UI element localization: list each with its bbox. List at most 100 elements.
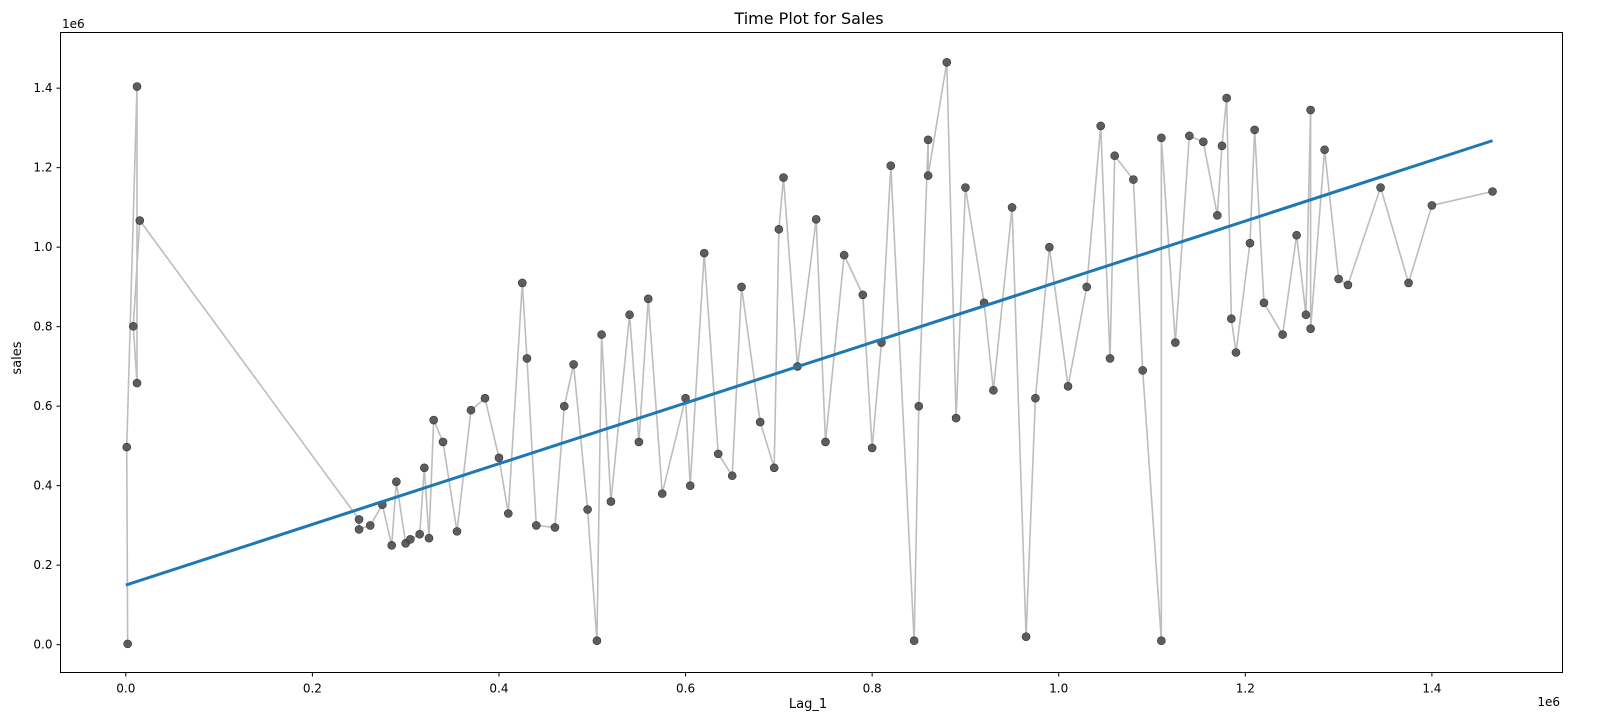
connecting-line-segment (1109, 155, 1116, 359)
connecting-line-segment (596, 334, 603, 641)
data-point (354, 515, 364, 524)
data-point (1199, 137, 1208, 147)
data-point (923, 171, 933, 180)
connecting-line-segment (554, 406, 566, 528)
data-point (597, 330, 606, 339)
connecting-line-segment (521, 282, 528, 359)
connecting-line-segment (1263, 302, 1284, 336)
connecting-line-segment (740, 286, 761, 423)
connecting-line-segment (586, 509, 598, 641)
data-point (737, 282, 746, 292)
connecting-line-segment (1225, 98, 1233, 319)
connecting-line-segment (955, 187, 967, 419)
connecting-lines (125, 62, 1493, 644)
y-tick-label: 1.2 (33, 161, 52, 175)
connecting-line-segment (1011, 207, 1027, 637)
data-point (1227, 314, 1236, 324)
data-point (406, 535, 415, 544)
connecting-line-segment (964, 187, 985, 303)
connecting-line-segment (1067, 286, 1088, 387)
data-point (951, 413, 961, 423)
y-tick-label: 0.0 (33, 638, 52, 652)
connecting-line-segment (796, 219, 817, 367)
plot-frame (60, 32, 1563, 673)
data-point (424, 533, 434, 543)
data-point (1063, 381, 1073, 391)
data-point (1185, 131, 1194, 141)
connecting-line-segment (132, 220, 141, 327)
connecting-line-segment (125, 86, 138, 448)
data-point (122, 442, 132, 452)
connecting-line-segment (1141, 370, 1163, 641)
data-point (606, 497, 616, 506)
regression-line (125, 139, 1493, 587)
data-point (1245, 238, 1255, 248)
connecting-line-segment (773, 229, 780, 468)
data-point (1222, 93, 1231, 103)
data-point (1217, 141, 1227, 151)
connecting-line-segment (782, 177, 799, 367)
y-tick-label: 1.0 (33, 240, 52, 254)
data-point (634, 437, 644, 447)
data-point (135, 216, 145, 225)
connecting-line-segment (1309, 149, 1326, 329)
data-point (942, 58, 952, 67)
y-tick-label: 0.4 (33, 479, 52, 493)
data-point (1404, 278, 1413, 288)
connecting-line-segment (456, 410, 472, 532)
data-point (550, 523, 560, 532)
x-tick-label: 1.4 (1422, 682, 1441, 696)
data-point (128, 321, 138, 331)
data-point (1306, 105, 1315, 115)
connecting-line-segment (381, 504, 393, 546)
connecting-line-segment (1034, 247, 1051, 399)
y-axis-ticks: 0.0 0.2 0.4 0.6 0.8 1.0 1.2 1.4 (33, 81, 61, 652)
connecting-line-segment (1249, 129, 1256, 244)
data-point (522, 354, 532, 363)
connecting-line-segment (1323, 149, 1340, 280)
data-point (365, 521, 375, 530)
connecting-line-segment (139, 220, 360, 520)
data-point (727, 471, 737, 481)
connecting-line-segment (600, 334, 612, 502)
connecting-line-segment (824, 255, 845, 443)
data-point (354, 525, 364, 534)
connecting-line-segment (526, 358, 538, 526)
data-point (1157, 636, 1166, 645)
connecting-line-segment (1202, 141, 1219, 216)
data-point (123, 639, 132, 649)
data-point (132, 82, 142, 91)
data-point (387, 540, 396, 550)
data-point (592, 636, 602, 645)
x-axis-ticks: 0.0 0.2 0.4 0.6 0.8 1.0 1.2 1.4 (116, 672, 1441, 696)
x-offset-label: 1e6 (1537, 695, 1560, 709)
connecting-line-segment (913, 406, 920, 641)
connecting-line-segment (647, 298, 664, 494)
connecting-line-segment (1431, 190, 1493, 207)
data-point (699, 248, 709, 258)
connecting-line-segment (610, 314, 631, 502)
data-point (559, 401, 569, 411)
data-point (1082, 282, 1092, 292)
connecting-line-segment (945, 62, 957, 419)
connecting-line-segment (132, 326, 138, 384)
data-point (1231, 348, 1241, 357)
y-tick-label: 0.2 (33, 558, 52, 572)
connecting-line-segment (1221, 98, 1228, 146)
data-point (839, 250, 849, 260)
data-point (713, 449, 723, 459)
data-point (989, 385, 998, 395)
connecting-line-segment (731, 286, 743, 476)
data-point (961, 183, 970, 192)
data-point (923, 135, 933, 145)
chart-title: Time Plot for Sales (733, 9, 883, 28)
data-point (415, 529, 424, 539)
connecting-line-segment (1295, 235, 1307, 315)
data-point (779, 173, 788, 182)
data-point (1021, 632, 1031, 642)
data-point (685, 481, 695, 490)
data-point (643, 294, 653, 304)
data-point (774, 224, 784, 234)
connecting-line-segment (862, 294, 873, 448)
